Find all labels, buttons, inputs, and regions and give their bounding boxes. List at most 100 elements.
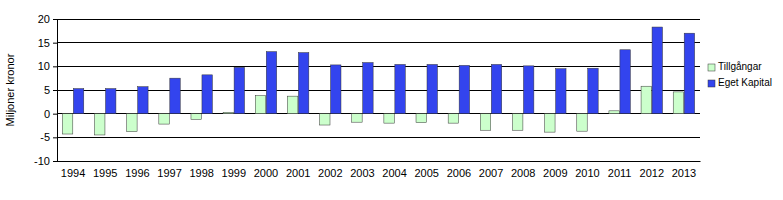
bar bbox=[652, 27, 662, 114]
bar bbox=[170, 78, 180, 114]
bar bbox=[352, 114, 362, 123]
tick: 15 bbox=[38, 37, 57, 49]
tick-label: 1997 bbox=[157, 167, 181, 179]
tick-label: 2004 bbox=[382, 167, 406, 179]
bar bbox=[523, 66, 533, 114]
tick-mark bbox=[53, 137, 57, 138]
bar bbox=[363, 63, 373, 114]
tick-label: 1994 bbox=[61, 167, 85, 179]
tick: 2004 bbox=[382, 161, 406, 179]
grid-line bbox=[57, 42, 700, 43]
tick-label: 20 bbox=[38, 13, 50, 25]
axis-line bbox=[53, 20, 58, 162]
bar bbox=[512, 114, 522, 131]
tick: 2013 bbox=[672, 161, 696, 179]
bar bbox=[73, 89, 83, 114]
tick: 2008 bbox=[511, 161, 535, 179]
grid bbox=[57, 19, 700, 161]
tick: 1995 bbox=[93, 161, 117, 179]
tick-mark bbox=[53, 114, 57, 115]
tick: 0 bbox=[44, 108, 57, 120]
grid-line bbox=[57, 161, 700, 162]
tick-label: 2010 bbox=[575, 167, 599, 179]
tick: 2006 bbox=[447, 161, 471, 179]
legend-item: Tillgångar bbox=[708, 61, 762, 72]
tick: 1996 bbox=[125, 161, 149, 179]
bar bbox=[191, 114, 201, 120]
tick-label: 1996 bbox=[125, 167, 149, 179]
tick: 2001 bbox=[286, 161, 310, 179]
tick-label: 2006 bbox=[447, 167, 471, 179]
bar bbox=[62, 114, 72, 134]
tick-label: 2012 bbox=[640, 167, 664, 179]
tick-label: 2011 bbox=[608, 167, 632, 179]
tick: 5 bbox=[44, 84, 57, 96]
y-axis-title: Miljoner kronor bbox=[4, 53, 16, 126]
legend-label: Tillgångar bbox=[718, 61, 762, 72]
bars bbox=[62, 27, 694, 135]
tick: 2009 bbox=[543, 161, 567, 179]
bar bbox=[491, 64, 501, 113]
bar bbox=[127, 114, 137, 132]
bar bbox=[202, 75, 212, 114]
tick-mark bbox=[53, 90, 57, 91]
bar bbox=[159, 114, 169, 124]
tick: 2000 bbox=[254, 161, 278, 179]
bar bbox=[234, 67, 244, 113]
bar-series bbox=[73, 27, 694, 114]
tick-mark bbox=[53, 66, 57, 67]
legend-swatch bbox=[708, 80, 715, 87]
tick: 2002 bbox=[318, 161, 342, 179]
tick-label: 1998 bbox=[189, 167, 213, 179]
bar bbox=[684, 33, 694, 113]
bar bbox=[673, 92, 683, 114]
bar bbox=[545, 114, 555, 132]
bar bbox=[480, 114, 490, 131]
grid-line bbox=[57, 19, 700, 20]
grid-line bbox=[57, 66, 700, 67]
bar bbox=[384, 114, 394, 123]
tick-label: 1999 bbox=[222, 167, 246, 179]
tick: 2010 bbox=[575, 161, 599, 179]
tick-label: 2009 bbox=[543, 167, 567, 179]
tick-label: 1995 bbox=[93, 167, 117, 179]
tick: 10 bbox=[38, 60, 57, 72]
tick: 1999 bbox=[222, 161, 246, 179]
tick-label: 2008 bbox=[511, 167, 535, 179]
plot: -10 -5 0 5 10 15 20 1994 1995 1996 1997 1998 1999 200… bbox=[34, 13, 700, 179]
tick-label: 15 bbox=[38, 37, 50, 49]
bar bbox=[331, 65, 341, 114]
tick-label: 2001 bbox=[286, 167, 310, 179]
bar bbox=[609, 111, 619, 114]
bar bbox=[459, 65, 469, 113]
tick: -10 bbox=[34, 155, 57, 167]
grid-line bbox=[57, 90, 700, 91]
tick-mark bbox=[53, 161, 57, 162]
tick: 1998 bbox=[189, 161, 213, 179]
x-axis: 1994 1995 1996 1997 1998 1999 2000 2001 2002 2003… bbox=[58, 161, 701, 179]
bar bbox=[138, 87, 148, 114]
bar bbox=[416, 114, 426, 123]
bar bbox=[577, 114, 587, 132]
tick: 1994 bbox=[61, 161, 85, 179]
tick: -5 bbox=[40, 131, 57, 143]
grid-line bbox=[57, 113, 700, 114]
tick: 2003 bbox=[350, 161, 374, 179]
y-axis: -10 -5 0 5 10 15 20 bbox=[34, 13, 57, 167]
tick-label: 10 bbox=[38, 60, 50, 72]
legend-item: Eget Kapital bbox=[708, 77, 772, 88]
tick: 2007 bbox=[479, 161, 503, 179]
tick: 2005 bbox=[414, 161, 438, 179]
legend-swatch bbox=[708, 64, 715, 71]
bar bbox=[287, 96, 297, 114]
tick-label: 2005 bbox=[414, 167, 438, 179]
tick-label: 0 bbox=[44, 108, 50, 120]
tick-label: 2007 bbox=[479, 167, 503, 179]
tick-label: -10 bbox=[34, 155, 50, 167]
legend: Tillgångar Eget Kapital bbox=[708, 61, 772, 88]
tick-mark bbox=[53, 43, 57, 44]
tick-label: 2003 bbox=[350, 167, 374, 179]
bar bbox=[556, 69, 566, 114]
tick-label: 2000 bbox=[254, 167, 278, 179]
bar bbox=[448, 114, 458, 123]
